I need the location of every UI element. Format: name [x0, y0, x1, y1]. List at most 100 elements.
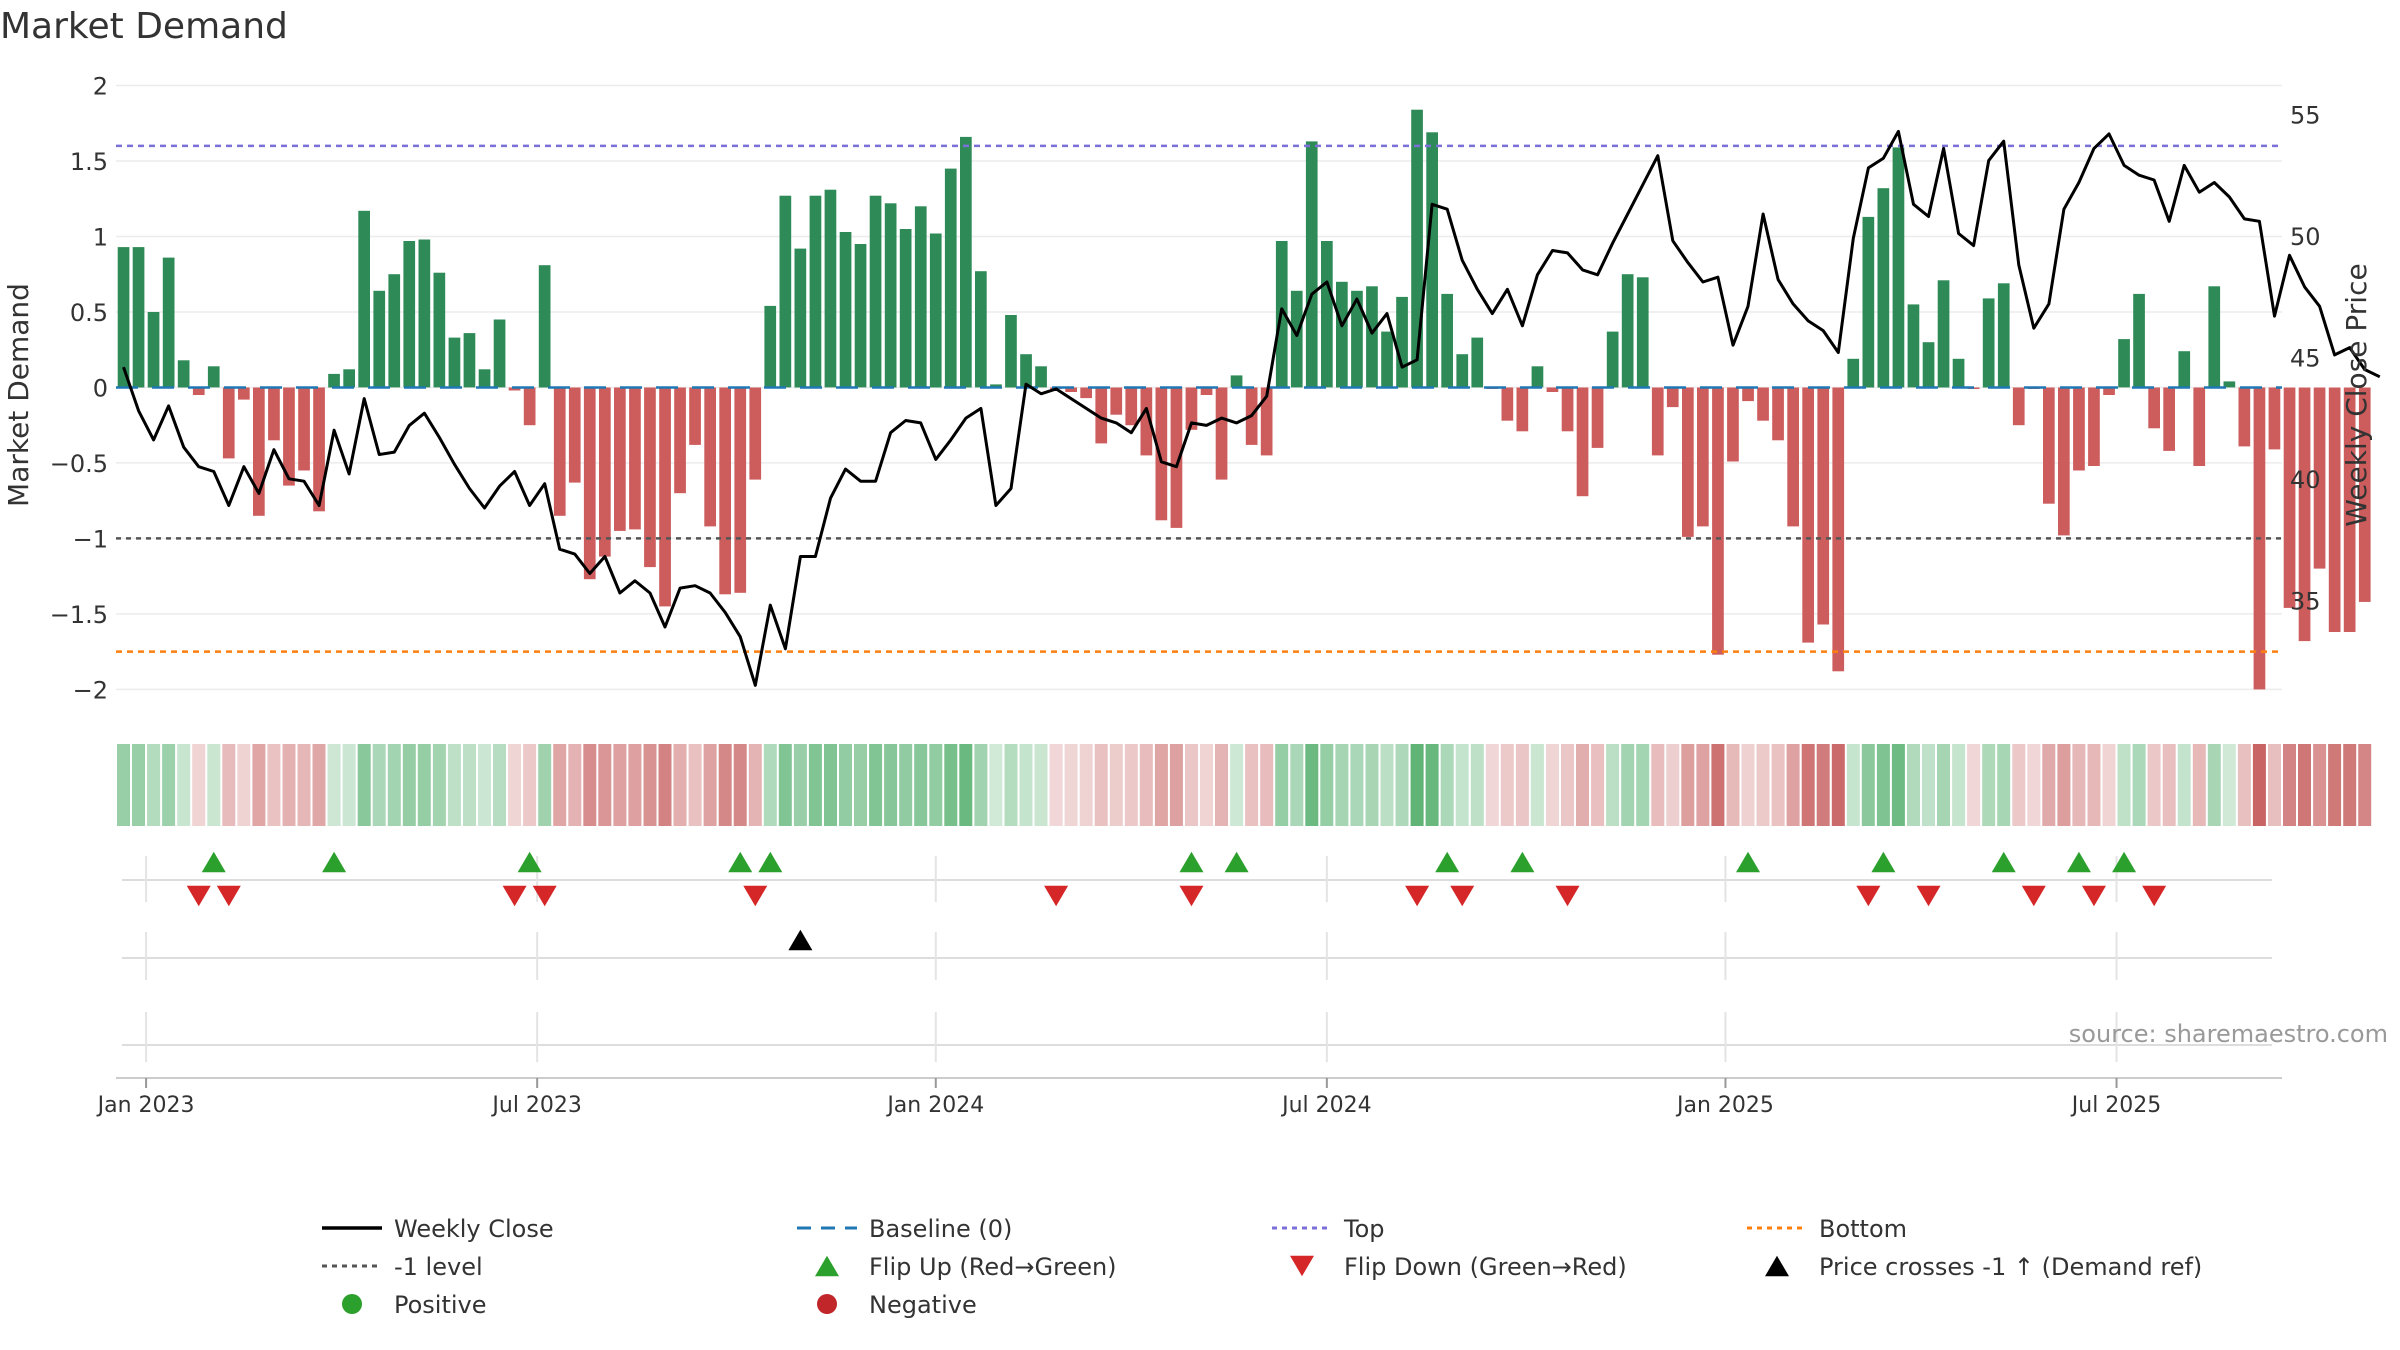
y-left-tick-label: −2 — [73, 676, 108, 704]
demand-bar — [147, 312, 160, 388]
demand-bar — [2268, 387, 2281, 450]
demand-bar — [839, 232, 852, 388]
x-tick-label: Jul 2025 — [2070, 1093, 2162, 1118]
heat-cell — [297, 744, 311, 826]
demand-bar — [418, 239, 431, 388]
demand-bar — [1606, 331, 1619, 388]
demand-bar — [1952, 358, 1965, 388]
demand-bar — [283, 387, 295, 486]
demand-bar — [222, 387, 235, 459]
heat-cell — [1801, 744, 1815, 826]
heat-cell — [974, 744, 988, 826]
heat-cell — [2102, 744, 2116, 826]
demand-bar — [1456, 354, 1469, 388]
heat-cell — [553, 744, 567, 826]
demand-bar — [1621, 274, 1634, 388]
demand-bar — [1351, 290, 1363, 388]
bars-layer — [117, 109, 2371, 690]
demand-bar — [749, 387, 762, 480]
demand-bar — [2088, 387, 2100, 466]
demand-bar — [1802, 387, 1814, 643]
heat-cell — [1711, 744, 1725, 826]
heat-cell — [2072, 744, 2086, 826]
demand-bar — [2313, 387, 2326, 569]
flip-up-marker — [1736, 851, 1761, 873]
heat-cell — [1275, 744, 1289, 826]
heat-cell — [447, 744, 461, 826]
heat-cell — [1952, 744, 1966, 826]
y-right-tick-label: 40 — [2290, 466, 2321, 494]
demand-bar — [929, 233, 942, 388]
weekly-close-line — [122, 129, 2381, 687]
demand-bar — [1125, 387, 1138, 426]
demand-bar — [719, 387, 731, 595]
demand-bar — [1305, 141, 1318, 388]
demand-bar — [2073, 387, 2085, 471]
heat-cell — [1064, 744, 1078, 826]
demand-bar — [117, 247, 130, 388]
demand-bar — [1727, 387, 1739, 462]
heat-cell — [1756, 744, 1770, 826]
demand-bar — [1757, 387, 1769, 421]
heat-cell — [1922, 744, 1935, 826]
legend-label: Bottom — [1819, 1215, 1907, 1243]
heat-cell — [538, 744, 552, 826]
demand-bar — [1892, 147, 1905, 388]
demand-bar — [1712, 387, 1724, 655]
heat-cell — [2027, 744, 2041, 826]
heat-cell — [1004, 744, 1018, 826]
demand-bar — [2133, 293, 2145, 388]
demand-bar — [990, 384, 1002, 388]
heat-cell — [613, 744, 627, 826]
y-right-tick-label: 50 — [2290, 223, 2321, 251]
demand-bar — [2238, 387, 2251, 447]
demand-bar — [1200, 387, 1213, 395]
heat-cell — [673, 744, 687, 826]
heat-cell — [1320, 744, 1334, 826]
demand-bar — [253, 387, 265, 516]
flip-up-marker — [1510, 851, 1535, 873]
demand-bar — [824, 189, 837, 388]
heat-cell — [267, 744, 281, 826]
heat-cell — [1215, 744, 1228, 826]
demand-bar — [463, 333, 476, 388]
heat-cell — [1876, 744, 1890, 826]
heat-cell — [2268, 744, 2281, 826]
legend: Weekly Close Baseline (0) Top Bottom -1 leve… — [322, 1215, 2202, 1319]
y-right-tick-label: 45 — [2290, 344, 2321, 372]
demand-bar — [1336, 281, 1348, 388]
demand-bar — [177, 360, 190, 388]
heat-cell — [177, 744, 191, 826]
flip-down-marker — [216, 885, 241, 907]
heat-cell — [1786, 744, 1800, 826]
legend-swatch-circle — [342, 1294, 362, 1314]
demand-bar — [2148, 387, 2160, 429]
demand-bar — [2358, 387, 2371, 602]
demand-bar — [1922, 342, 1935, 388]
demand-bar — [1651, 387, 1664, 456]
heat-cell — [1245, 744, 1259, 826]
demand-bar — [689, 387, 701, 445]
legend-label: -1 level — [394, 1253, 483, 1281]
heat-cell — [1591, 744, 1605, 826]
flip-up-marker — [1871, 851, 1896, 873]
heat-cell — [583, 744, 597, 826]
heat-cell — [1546, 744, 1559, 826]
price-cross-marker — [788, 929, 813, 951]
flip-up-marker — [1224, 851, 1249, 873]
heat-cell — [2222, 744, 2236, 826]
legend-swatch-triangle-down — [1290, 1255, 1314, 1277]
heat-cell — [2087, 744, 2101, 826]
demand-bar — [538, 265, 551, 388]
demand-bar — [944, 168, 957, 388]
demand-bar — [207, 366, 220, 388]
demand-bar — [568, 387, 581, 483]
x-tick-label: Jan 2025 — [1675, 1093, 1774, 1118]
flip-up-marker — [2112, 851, 2137, 873]
heat-cell — [2313, 744, 2327, 826]
demand-bar — [975, 271, 987, 388]
demand-bar — [388, 274, 401, 388]
demand-bar — [1682, 387, 1694, 537]
heat-cell — [2192, 744, 2206, 826]
demand-bar — [2343, 387, 2356, 632]
